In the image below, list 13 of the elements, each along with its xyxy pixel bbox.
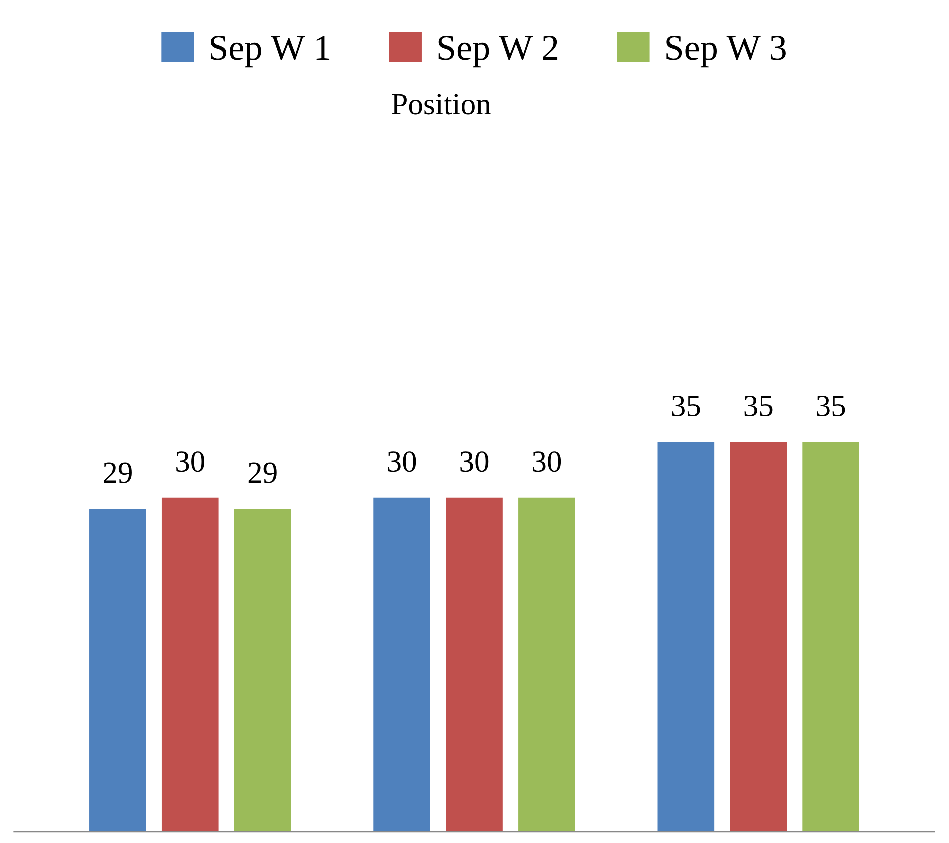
data-label: 35 <box>817 396 846 416</box>
data-label: 35 <box>672 396 700 416</box>
data-label: 30 <box>388 452 416 472</box>
data-label: 35 <box>744 396 773 416</box>
data-label: 29 <box>248 462 277 484</box>
data-label: 30 <box>533 452 562 472</box>
data-label: 30 <box>460 452 489 472</box>
data-label: 29 <box>104 462 132 484</box>
chart-title: Position <box>392 94 491 115</box>
legend-label: Sep W 3 <box>666 36 786 68</box>
legend-label: Sep W 1 <box>211 36 330 68</box>
data-label: 30 <box>176 452 204 472</box>
legend-label: Sep W 2 <box>438 36 558 68</box>
